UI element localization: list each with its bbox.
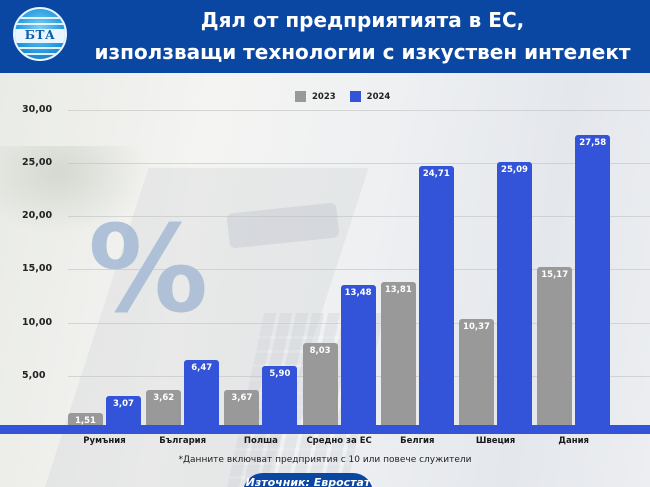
bar-value-label: 5,90 bbox=[269, 369, 291, 380]
title-line-1: Дял от предприятията в ЕС, bbox=[200, 8, 525, 32]
y-tick-label: 5,00 bbox=[22, 369, 46, 381]
bar-2024: 27,58 bbox=[575, 135, 611, 429]
legend-item-2023: 2023 bbox=[295, 91, 336, 102]
bar-2023: 3,67 bbox=[224, 389, 260, 429]
chart-title: Дял от предприятията в ЕС, използващи те… bbox=[75, 4, 650, 68]
bar-value-label: 3,62 bbox=[153, 393, 175, 404]
bar-value-label: 6,47 bbox=[191, 363, 213, 374]
bar-value-label: 13,81 bbox=[384, 284, 412, 295]
x-category-label: Швеция bbox=[475, 436, 516, 446]
bar-2024: 6,47 bbox=[184, 360, 220, 429]
bar-2023: 3,62 bbox=[146, 390, 182, 429]
bar-value-label: 1,51 bbox=[75, 415, 96, 426]
bar-value-label: 15,17 bbox=[541, 270, 569, 281]
x-category-label: Румъния bbox=[83, 436, 126, 446]
bar-2024: 3,07 bbox=[106, 396, 141, 429]
bar-2023: 1,51 bbox=[68, 412, 103, 429]
gridline bbox=[68, 269, 650, 271]
bar-value-label: 13,48 bbox=[344, 288, 372, 299]
legend-label-2024: 2024 bbox=[366, 91, 391, 102]
bar-2023: 8,03 bbox=[302, 343, 338, 429]
bar-2023: 10,37 bbox=[459, 318, 494, 429]
y-tick-label: 25,00 bbox=[22, 156, 53, 168]
y-tick-label: 15,00 bbox=[22, 263, 53, 275]
legend-item-2024: 2024 bbox=[349, 91, 391, 102]
legend-label-2023: 2023 bbox=[312, 91, 336, 102]
bar-2023: 15,17 bbox=[537, 267, 573, 429]
x-category-label: Средно за ЕС bbox=[306, 436, 372, 446]
header-banner: БТА Дял от предприятията в ЕС, използващ… bbox=[0, 0, 650, 73]
bar-value-label: 3,07 bbox=[113, 399, 134, 410]
title-line-2: използващи технологии с изкуствен интеле… bbox=[94, 40, 631, 64]
bar-chart: % 5,00 10,00 15,00 20,00 25,00 30,00 2023 202… bbox=[0, 73, 650, 487]
legend-swatch-2023 bbox=[295, 91, 306, 102]
bar-2024: 13,48 bbox=[340, 285, 376, 429]
x-category-label: Дания bbox=[558, 436, 589, 446]
gridline bbox=[68, 109, 650, 111]
percent-watermark: % bbox=[88, 201, 209, 340]
bar-value-label: 10,37 bbox=[463, 321, 490, 332]
bar-value-label: 27,58 bbox=[579, 138, 607, 149]
source-badge: Източник: Евростат bbox=[243, 473, 373, 487]
footnote: *Данните включват предприятия с 10 или п… bbox=[178, 455, 472, 465]
logo-text: БТА bbox=[24, 28, 56, 42]
bar-2023: 13,81 bbox=[380, 281, 416, 429]
x-axis-baseline bbox=[0, 425, 650, 434]
gridline bbox=[68, 162, 650, 164]
bar-2024: 5,90 bbox=[262, 366, 298, 429]
bar-2024: 25,09 bbox=[497, 161, 532, 429]
x-category-label: Полша bbox=[243, 436, 278, 446]
bar-value-label: 25,09 bbox=[501, 164, 528, 175]
bar-value-label: 3,67 bbox=[231, 392, 253, 403]
bta-logo: БТА bbox=[13, 7, 67, 61]
bar-value-label: 24,71 bbox=[422, 168, 450, 179]
background-plant bbox=[0, 146, 150, 236]
bar-2024: 24,71 bbox=[418, 165, 454, 429]
x-category-label: България bbox=[159, 436, 207, 446]
y-tick-label: 10,00 bbox=[22, 316, 53, 328]
gridline bbox=[68, 216, 650, 217]
bar-value-label: 8,03 bbox=[309, 346, 331, 357]
legend: 2023 2024 bbox=[295, 91, 390, 102]
legend-swatch-2024 bbox=[349, 91, 361, 102]
x-category-label: Белгия bbox=[400, 436, 435, 446]
y-tick-label: 20,00 bbox=[22, 210, 53, 221]
y-tick-label: 30,00 bbox=[22, 103, 53, 115]
